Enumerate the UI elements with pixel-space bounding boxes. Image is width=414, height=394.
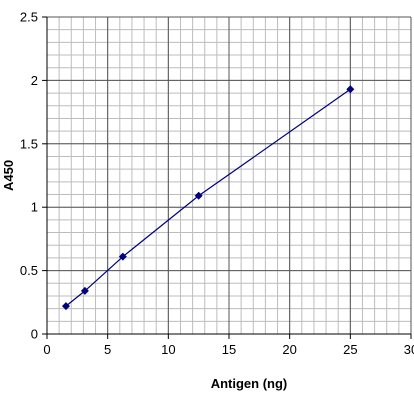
series-layer	[61, 85, 355, 311]
x-tick-label: 20	[282, 342, 296, 357]
x-tick-label: 10	[161, 342, 175, 357]
x-tick-label: 15	[222, 342, 236, 357]
y-tick-label: 0.5	[20, 263, 38, 278]
y-tick-label: 0	[31, 327, 38, 342]
x-tick-label: 5	[104, 342, 111, 357]
major-grid	[46, 16, 412, 335]
axes	[42, 17, 411, 339]
data-point-marker	[194, 191, 203, 200]
y-tick-label: 1	[31, 200, 38, 215]
y-axis-label: A450	[1, 160, 16, 191]
y-axis-ticks: 0 0.5 1 1.5 2 2.5	[20, 10, 47, 342]
x-tick-label: 30	[404, 342, 414, 357]
x-tick-label: 0	[43, 342, 50, 357]
series-line	[65, 88, 351, 307]
x-axis-ticks: 0 5 10 15 20 25 30	[43, 334, 414, 357]
y-tick-label: 1.5	[20, 136, 38, 151]
data-point-marker	[80, 286, 89, 295]
data-point-marker	[346, 85, 355, 94]
data-point-marker	[118, 252, 127, 261]
data-point-marker	[61, 302, 70, 311]
x-axis-label: Antigen (ng)	[211, 376, 288, 391]
y-tick-label: 2.5	[20, 10, 38, 25]
x-tick-label: 25	[343, 342, 357, 357]
y-tick-label: 2	[31, 73, 38, 88]
